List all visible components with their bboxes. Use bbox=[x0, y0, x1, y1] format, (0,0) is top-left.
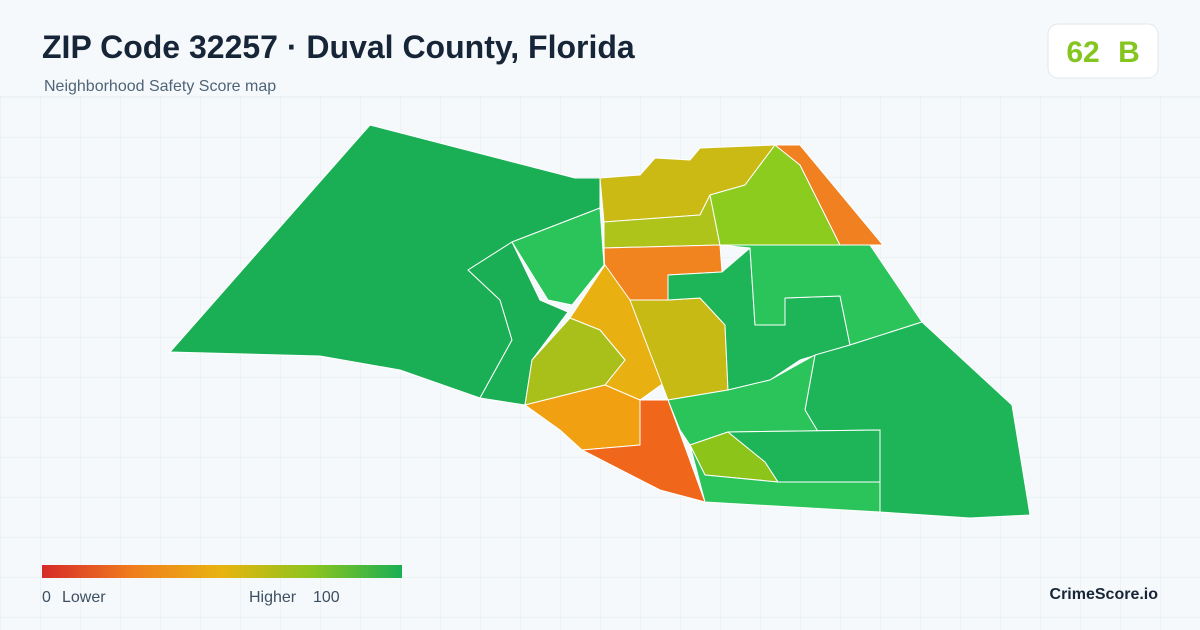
score-grade: B bbox=[1118, 36, 1140, 69]
region bbox=[581, 399, 706, 503]
region bbox=[719, 244, 923, 346]
score-value: 62 bbox=[1066, 36, 1099, 69]
score-badge bbox=[1047, 23, 1159, 79]
region bbox=[511, 207, 605, 306]
zip-map bbox=[169, 124, 1031, 519]
legend-max-label: Higher bbox=[249, 589, 297, 606]
legend-max: 100 bbox=[313, 589, 340, 606]
legend-gradient bbox=[42, 565, 402, 578]
legend-min: 0 bbox=[42, 589, 51, 606]
subtitle: Neighborhood Safety Score map bbox=[44, 78, 276, 95]
legend-min-label: Lower bbox=[62, 589, 106, 606]
region bbox=[689, 444, 881, 513]
title: ZIP Code 32257 · Duval County, Florida bbox=[42, 29, 635, 65]
brand: CrimeScore.io bbox=[1050, 586, 1159, 603]
